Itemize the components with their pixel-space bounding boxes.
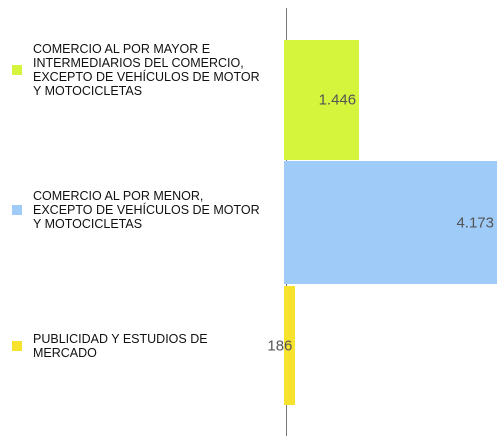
- legend-label: PUBLICIDAD Y ESTUDIOS DE MERCADO: [33, 332, 208, 360]
- legend-label: COMERCIO AL POR MENOR, EXCEPTO DE VEHÍCU…: [33, 189, 260, 231]
- bar: [284, 161, 497, 284]
- legend-item: COMERCIO AL POR MAYOR E INTERMEDIARIOS D…: [12, 42, 272, 98]
- bar: [284, 286, 296, 405]
- bar: [284, 40, 360, 160]
- value-label: 186: [267, 337, 293, 354]
- legend-swatch: [12, 205, 22, 215]
- legend-item: COMERCIO AL POR MENOR, EXCEPTO DE VEHÍCU…: [12, 189, 272, 231]
- legend-swatch: [12, 65, 22, 75]
- value-label: 1.446: [318, 91, 357, 109]
- legend-label: COMERCIO AL POR MAYOR E INTERMEDIARIOS D…: [33, 42, 260, 98]
- value-label: 4.173: [456, 214, 494, 231]
- legend-item: PUBLICIDAD Y ESTUDIOS DE MERCADO: [12, 332, 272, 360]
- legend-swatch: [12, 341, 22, 351]
